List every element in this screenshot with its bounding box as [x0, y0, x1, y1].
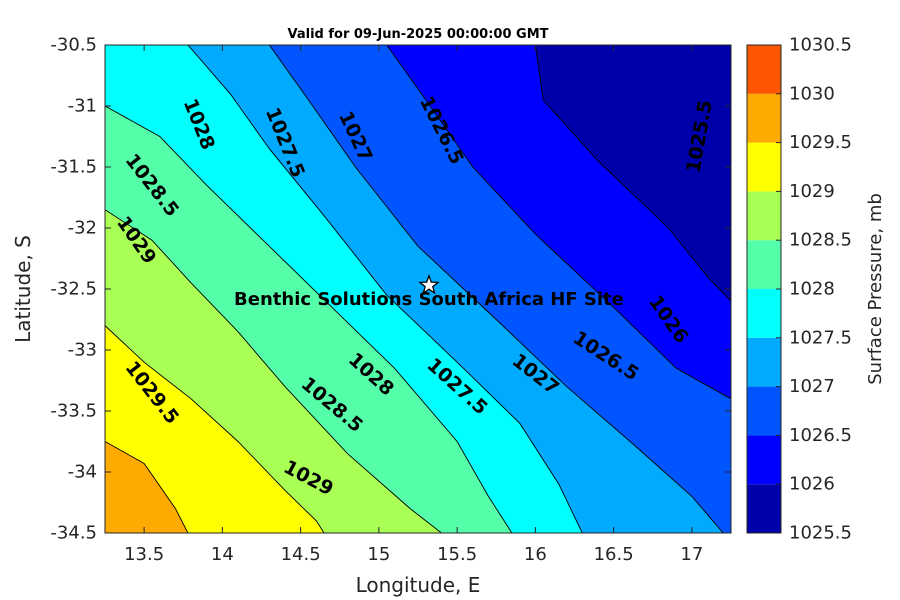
colorbar — [746, 44, 782, 534]
colorbar-swatch — [747, 386, 781, 436]
contour-line — [105, 325, 325, 533]
contour-bands — [105, 45, 731, 533]
colorbar-tick-label: 1030 — [789, 83, 835, 104]
contour-line — [187, 45, 583, 533]
y-axis-ticks: -30.5 -31 -31.5 -32 -32.5 -33 -33.5 -34 -34.5 — [50, 35, 731, 544]
colorbar-tick-label: 1029 — [789, 181, 835, 202]
colorbar-swatch — [747, 191, 781, 241]
contour-lines — [105, 45, 731, 533]
y-tick-label: -32 — [68, 218, 97, 239]
x-tick-label: 16.5 — [594, 544, 634, 565]
colorbar-tick-label: 1029.5 — [789, 132, 852, 153]
x-tick-label: 13.5 — [124, 544, 164, 565]
y-tick-label: -34 — [68, 462, 97, 483]
x-axis-ticks: 13.5 14 14.5 15 15.5 16 16.5 17 — [124, 45, 703, 565]
chart-title: Valid for 09-Jun-2025 00:00:00 GMT — [288, 27, 549, 42]
colorbar-label: Surface Pressure, mb — [865, 193, 886, 385]
y-tick-label: -33.5 — [50, 401, 97, 422]
x-tick-label: 17 — [680, 544, 703, 565]
contour-line — [105, 441, 189, 533]
contour-line — [105, 105, 513, 533]
y-tick-label: -32.5 — [50, 279, 97, 300]
y-axis-label: Latitude, S — [11, 235, 35, 343]
x-axis-label: Longitude, E — [356, 573, 481, 597]
y-tick-label: -31.5 — [50, 157, 97, 178]
y-tick-label: -31 — [68, 96, 97, 117]
x-tick-label: 14 — [211, 544, 234, 565]
contour-band — [105, 441, 188, 533]
site-marker-group: Benthic Solutions South Africa HF Site — [234, 273, 624, 310]
colorbar-tick-label: 1028.5 — [789, 230, 852, 251]
colorbar-swatch — [747, 93, 781, 143]
colorbar-tick-label: 1030.5 — [789, 35, 852, 56]
colorbar-swatch — [747, 289, 781, 338]
site-star-icon — [418, 273, 440, 295]
colorbar-swatch — [747, 337, 781, 387]
colorbar-tick-label: 1025.5 — [789, 523, 852, 544]
x-tick-label: 16 — [524, 544, 547, 565]
contour-line — [386, 45, 731, 400]
colorbar-swatch — [747, 45, 781, 94]
colorbar-tick-label: 1026 — [789, 474, 835, 495]
colorbar-ticks: 1030.5 1030 1029.5 1029 1028.5 1028 1027.5 1027… — [776, 35, 852, 544]
colorbar-swatch — [747, 142, 781, 192]
colorbar-swatch — [747, 484, 781, 533]
x-tick-label: 14.5 — [281, 544, 321, 565]
colorbar-tick-label: 1027.5 — [789, 327, 852, 348]
colorbar-swatch — [747, 240, 781, 289]
y-tick-label: -30.5 — [50, 35, 97, 56]
y-tick-label: -33 — [68, 340, 97, 361]
site-label: Benthic Solutions South Africa HF Site — [234, 289, 624, 310]
contour-band — [105, 325, 325, 533]
colorbar-swatch — [747, 435, 781, 485]
contour-line — [105, 209, 442, 533]
x-tick-label: 15 — [367, 544, 390, 565]
colorbar-tick-label: 1027 — [789, 376, 835, 397]
y-tick-label: -34.5 — [50, 523, 97, 544]
colorbar-tick-label: 1028 — [789, 279, 835, 300]
contour-line — [534, 45, 731, 302]
contour-line — [268, 45, 731, 533]
colorbar-tick-label: 1026.5 — [789, 425, 852, 446]
x-tick-label: 15.5 — [437, 544, 477, 565]
